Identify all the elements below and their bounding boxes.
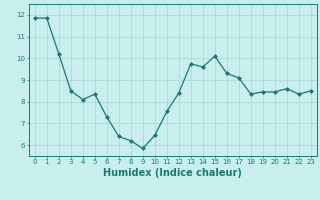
- X-axis label: Humidex (Indice chaleur): Humidex (Indice chaleur): [103, 168, 242, 178]
